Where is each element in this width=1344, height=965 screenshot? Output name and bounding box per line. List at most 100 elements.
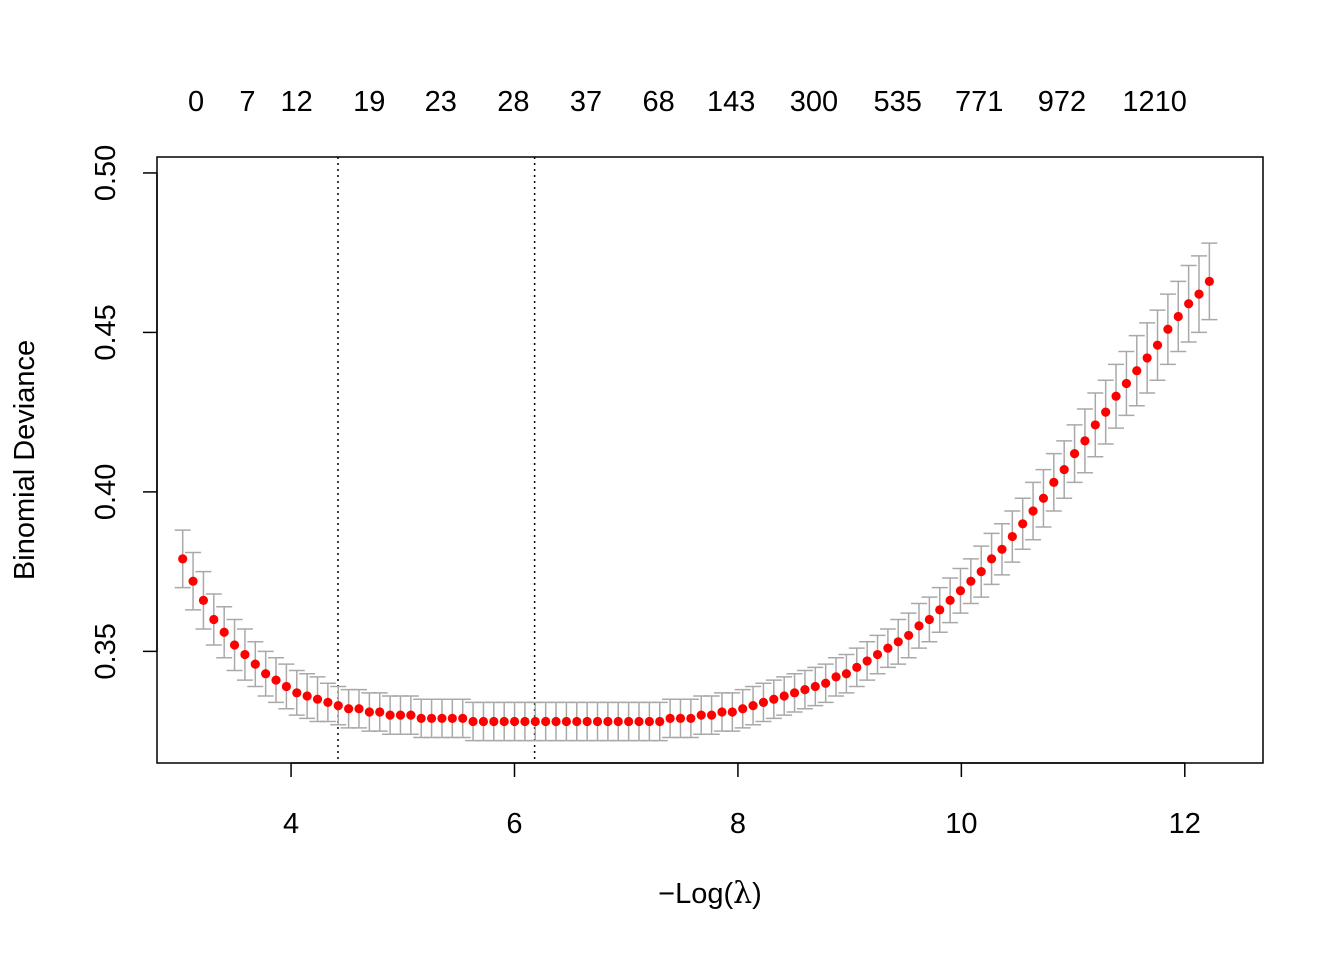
top-axis-label-0: 0 [188,86,204,118]
error-bars [174,242,1218,742]
data-point-42 [613,716,623,727]
data-point-7 [250,659,260,669]
x-tick-label-2: 8 [730,808,746,840]
data-point-58 [779,691,789,701]
data-points [178,276,1214,727]
data-point-95 [1163,324,1173,334]
data-point-44 [634,716,644,727]
data-point-19 [375,707,385,717]
x-axis-title-lambda: λ [733,876,752,911]
data-point-31 [499,716,509,727]
data-point-14 [323,697,333,708]
data-point-4 [219,627,229,637]
data-point-37 [561,716,572,727]
data-point-73 [935,605,945,615]
data-point-12 [302,691,312,701]
y-axis-title: Binomial Deviance [9,340,41,580]
data-point-51 [706,710,717,720]
data-point-16 [344,704,354,714]
data-point-23 [416,713,426,723]
top-axis-label-9: 300 [790,86,838,118]
data-point-30 [489,716,499,727]
data-point-84 [1049,477,1059,487]
data-point-98 [1194,289,1204,299]
data-point-96 [1173,311,1183,322]
x-axis: 4 6 8 10 12 [283,762,1201,840]
data-point-36 [551,716,561,727]
data-point-71 [914,621,924,631]
top-axis-label-8: 143 [707,86,755,118]
data-point-45 [644,716,654,727]
data-point-64 [841,669,852,679]
data-point-56 [758,697,769,708]
x-axis-title: −Log(λ) [658,876,762,911]
top-axis-label-12: 972 [1038,86,1086,118]
data-point-72 [924,614,934,625]
data-point-39 [582,716,592,727]
y-tick-label-2: 0.45 [90,304,122,360]
data-point-11 [292,688,302,698]
data-point-17 [354,704,364,714]
data-point-1 [188,576,198,586]
data-point-32 [509,716,520,727]
data-point-94 [1152,340,1163,350]
data-point-55 [748,700,758,711]
data-point-59 [789,688,800,698]
data-point-0 [178,554,188,564]
top-axis-label-10: 535 [873,86,921,118]
x-tick-label-1: 6 [506,808,522,840]
data-point-57 [769,694,779,704]
data-point-90 [1111,391,1121,401]
data-point-88 [1090,420,1100,430]
data-point-61 [810,681,820,692]
data-point-63 [831,672,841,682]
top-axis-nonzero-counts: 0 7 12 19 23 28 37 68 143 300 535 771 972 1210 [188,86,1187,118]
top-axis-label-5: 28 [497,86,529,118]
x-tick-label-3: 10 [945,808,977,840]
data-point-13 [312,694,323,704]
top-axis-label-2: 12 [281,86,313,118]
top-axis-label-3: 19 [353,86,385,118]
top-axis-label-11: 771 [955,86,1003,118]
data-point-29 [478,716,489,727]
top-axis-label-13: 1210 [1122,86,1187,118]
y-tick-label-0: 0.35 [90,623,122,679]
data-point-15 [333,700,343,711]
data-point-20 [385,710,395,720]
x-tick-label-0: 4 [283,808,299,840]
reference-lines [337,157,536,763]
data-point-21 [395,710,406,720]
data-point-52 [717,707,727,717]
y-axis: 0.35 0.40 0.45 0.50 [90,145,158,680]
data-point-34 [530,716,540,727]
data-point-82 [1028,506,1038,516]
data-point-27 [458,713,468,723]
data-point-86 [1069,449,1080,459]
top-axis-label-4: 23 [425,86,457,118]
data-point-99 [1204,276,1214,286]
data-point-6 [240,649,250,660]
data-point-67 [872,649,883,660]
x-axis-title-suffix: ) [752,878,762,910]
data-point-10 [281,681,292,692]
data-point-8 [261,669,271,679]
data-point-50 [696,710,706,720]
data-point-87 [1080,436,1090,446]
data-point-47 [665,713,675,723]
data-point-76 [966,576,976,586]
y-tick-label-1: 0.40 [90,464,122,520]
data-point-83 [1038,493,1049,503]
data-point-75 [955,586,966,596]
data-point-43 [624,716,634,727]
data-point-24 [426,713,437,723]
y-tick-label-3: 0.50 [90,145,122,201]
data-point-49 [686,713,696,723]
data-point-62 [821,678,831,688]
data-point-69 [893,637,903,647]
data-point-85 [1059,464,1069,475]
data-point-28 [468,716,478,727]
data-point-89 [1101,407,1111,417]
data-point-92 [1132,366,1142,376]
data-point-18 [364,707,374,717]
data-point-93 [1142,353,1152,363]
